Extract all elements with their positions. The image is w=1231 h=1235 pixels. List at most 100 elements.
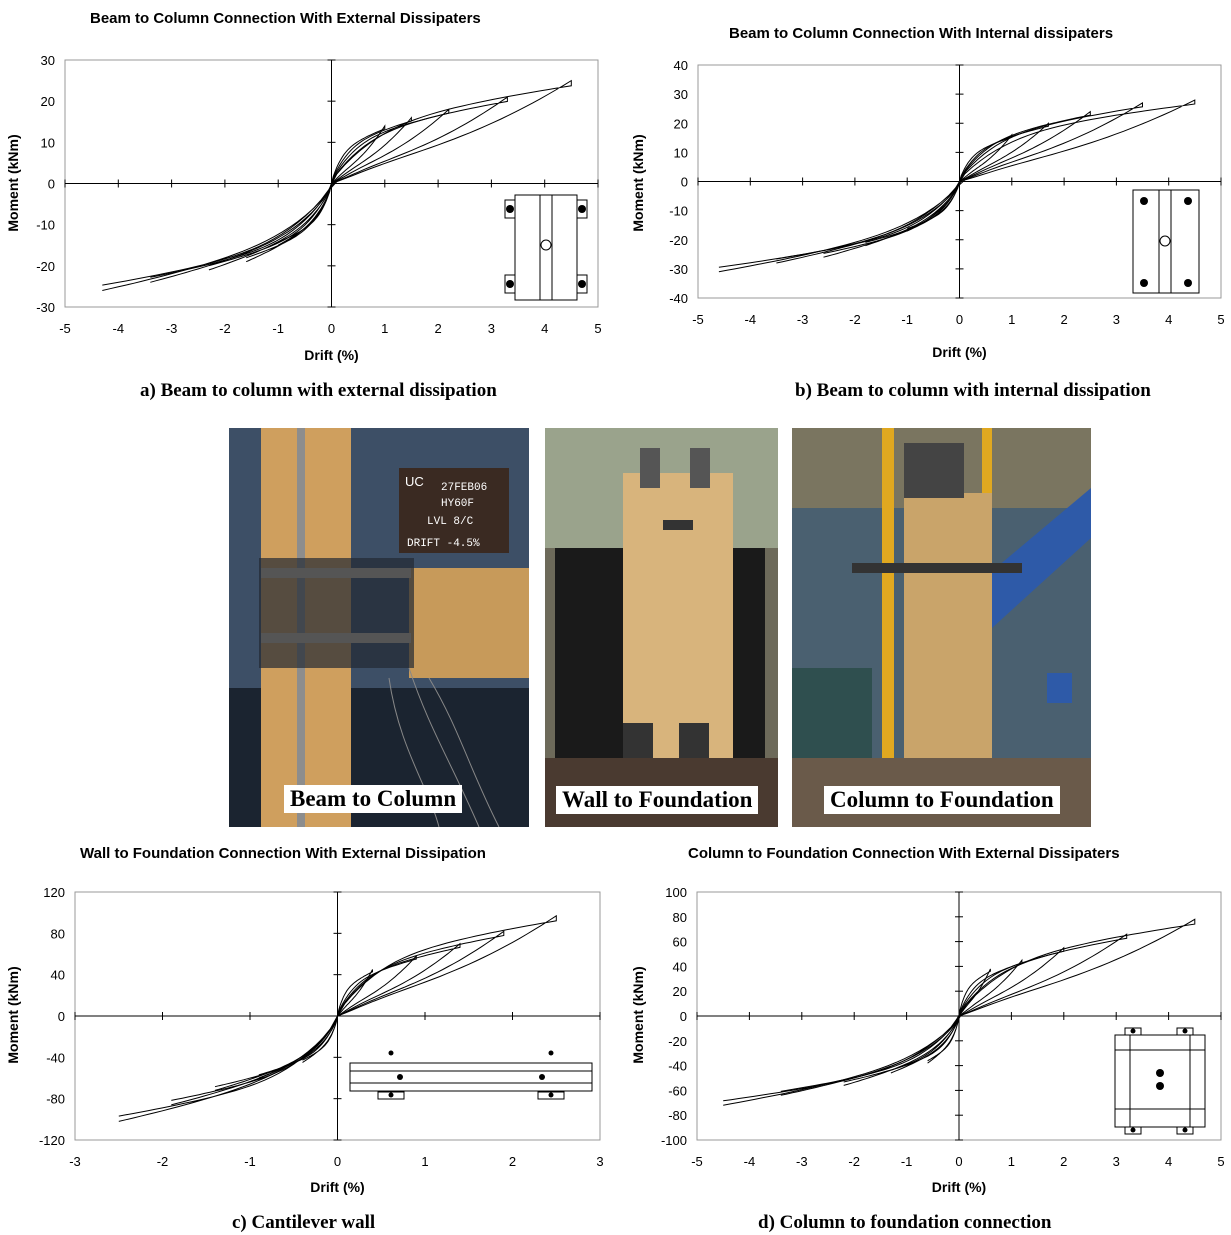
schematic-bolt: [1182, 1028, 1188, 1034]
chart-c-plot: -3 -2 -1 0 1 2 3 120 80 40 0 -40 -80 -120 Drift (%) Mom…: [5, 885, 604, 1195]
hysteresis-loop: [246, 116, 412, 263]
y-tick-label: -10: [36, 218, 55, 233]
photo-wall-to-foundation-image: [545, 428, 778, 827]
photo-beam-to-column-image: UC 27FEB06 HY60F LVL 8/C DRIFT -4.5%: [229, 428, 529, 827]
hysteresis-loop: [208, 108, 450, 271]
schematic-bolt: [1156, 1082, 1164, 1090]
chart-b: Beam to Column Connection With Internal …: [615, 0, 1231, 410]
x-tick-label: -2: [849, 312, 861, 327]
x-tick-label: 1: [421, 1154, 428, 1169]
x-tick-label: -4: [745, 312, 757, 327]
x-tick-label: -1: [901, 312, 913, 327]
hysteresis-loop: [302, 969, 373, 1063]
y-tick-label: -60: [668, 1083, 687, 1098]
hysteresis-loop: [718, 99, 1196, 273]
hysteresis-loop: [723, 918, 1196, 1106]
chart-d: Column to Foundation Connection With Ext…: [615, 835, 1231, 1235]
schematic-pin: [540, 239, 552, 251]
schematic-body: [349, 1062, 593, 1092]
y-tick-label: 20: [41, 94, 55, 109]
y-axis-title: Moment (kNm): [630, 966, 646, 1063]
x-tick-label: -3: [796, 1154, 808, 1169]
hysteresis-loop: [823, 110, 1091, 258]
y-tick-label: -40: [668, 1059, 687, 1074]
schematic-bolt: [539, 1074, 545, 1080]
connection-schematic: [1132, 189, 1200, 294]
x-tick-label: -1: [272, 321, 284, 336]
y-tick-label: -20: [36, 259, 55, 274]
y-tick-label: -20: [668, 1034, 687, 1049]
y-tick-label: 80: [51, 926, 65, 941]
connection-schematic: [349, 1050, 593, 1100]
sign-line: HY60F: [441, 498, 474, 510]
photo-label: Beam to Column: [284, 785, 463, 813]
schematic-bolt: [1156, 1069, 1164, 1077]
schematic-bolt: [1182, 1127, 1188, 1133]
y-axis-title: Moment (kNm): [5, 134, 21, 231]
x-tick-label: -2: [219, 321, 231, 336]
x-tick-label: -5: [692, 312, 704, 327]
photo-label: Column to Foundation: [824, 786, 1060, 814]
connection-schematic: [504, 194, 588, 301]
y-axis-title: Moment (kNm): [630, 134, 646, 231]
chart-caption: a) Beam to column with external dissipat…: [140, 380, 497, 401]
chart-caption: d) Column to foundation connection: [758, 1212, 1052, 1233]
chart-title: Wall to Foundation Connection With Exter…: [80, 845, 486, 862]
y-tick-label: 30: [41, 53, 55, 68]
y-tick-label: -30: [669, 262, 688, 277]
x-tick-label: 5: [1217, 312, 1224, 327]
x-tick-label: 3: [1113, 312, 1120, 327]
schematic-bolt: [1130, 1028, 1136, 1034]
y-tick-label: -40: [46, 1050, 65, 1065]
x-axis-title: Drift (%): [932, 344, 986, 360]
schematic-bolt: [506, 280, 514, 288]
x-axis-title: Drift (%): [304, 347, 358, 363]
schematic-pin: [1159, 235, 1171, 247]
x-tick-label: -1: [901, 1154, 913, 1169]
y-tick-label: -80: [46, 1092, 65, 1107]
schematic-body: [1114, 1034, 1206, 1128]
x-tick-label: -2: [848, 1154, 860, 1169]
y-tick-label: 60: [673, 935, 687, 950]
y-tick-label: 10: [41, 135, 55, 150]
y-tick-label: 0: [58, 1009, 65, 1024]
x-tick-label: 1: [1008, 312, 1015, 327]
photo-beam-to-column: UC 27FEB06 HY60F LVL 8/C DRIFT -4.5% Bea…: [229, 428, 529, 827]
schematic-bolt: [1184, 197, 1192, 205]
y-tick-label: 20: [674, 116, 688, 131]
x-tick-label: 5: [1217, 1154, 1224, 1169]
y-tick-label: 20: [673, 984, 687, 999]
sign-logo: UC: [405, 474, 424, 489]
x-tick-label: 2: [1060, 1154, 1067, 1169]
photo-column-to-foundation: Column to Foundation: [792, 428, 1091, 827]
connection-schematic: [1114, 1027, 1206, 1135]
schematic-bolt: [578, 280, 586, 288]
schematic-bolt: [578, 205, 586, 213]
x-tick-label: 0: [334, 1154, 341, 1169]
sign-line: 27FEB06: [441, 482, 487, 494]
hysteresis-loop: [890, 958, 1023, 1074]
chart-caption: c) Cantilever wall: [232, 1212, 376, 1233]
schematic-bolt: [506, 205, 514, 213]
y-tick-label: -100: [661, 1133, 687, 1148]
y-tick-label: -20: [669, 233, 688, 248]
x-tick-label: -4: [744, 1154, 756, 1169]
y-tick-label: 10: [674, 145, 688, 160]
schematic-bolt: [1140, 197, 1148, 205]
chart-b-plot: -5 -4 -3 -2 -1 0 1 2 3 4 5403020100-10-20-30-40Dri…: [630, 58, 1225, 360]
chart-d-plot: -5 -4 -3 -2 -1 0 1 2 3 4 5 100 80 60 40 20 0 -20 -40 -60 -80…: [630, 885, 1225, 1195]
y-tick-label: 40: [51, 968, 65, 983]
y-tick-label: -120: [39, 1133, 65, 1148]
schematic-bolt: [1184, 279, 1192, 287]
x-tick-label: -4: [113, 321, 125, 336]
x-tick-label: -3: [69, 1154, 81, 1169]
x-tick-label: 0: [955, 1154, 962, 1169]
y-tick-label: 80: [673, 910, 687, 925]
sign-line: DRIFT -4.5%: [407, 538, 480, 550]
x-tick-label: -2: [157, 1154, 169, 1169]
schematic-bolt: [388, 1050, 394, 1056]
chart-title: Beam to Column Connection With External …: [90, 10, 481, 27]
x-tick-label: -3: [797, 312, 809, 327]
chart-title: Column to Foundation Connection With Ext…: [688, 845, 1120, 862]
